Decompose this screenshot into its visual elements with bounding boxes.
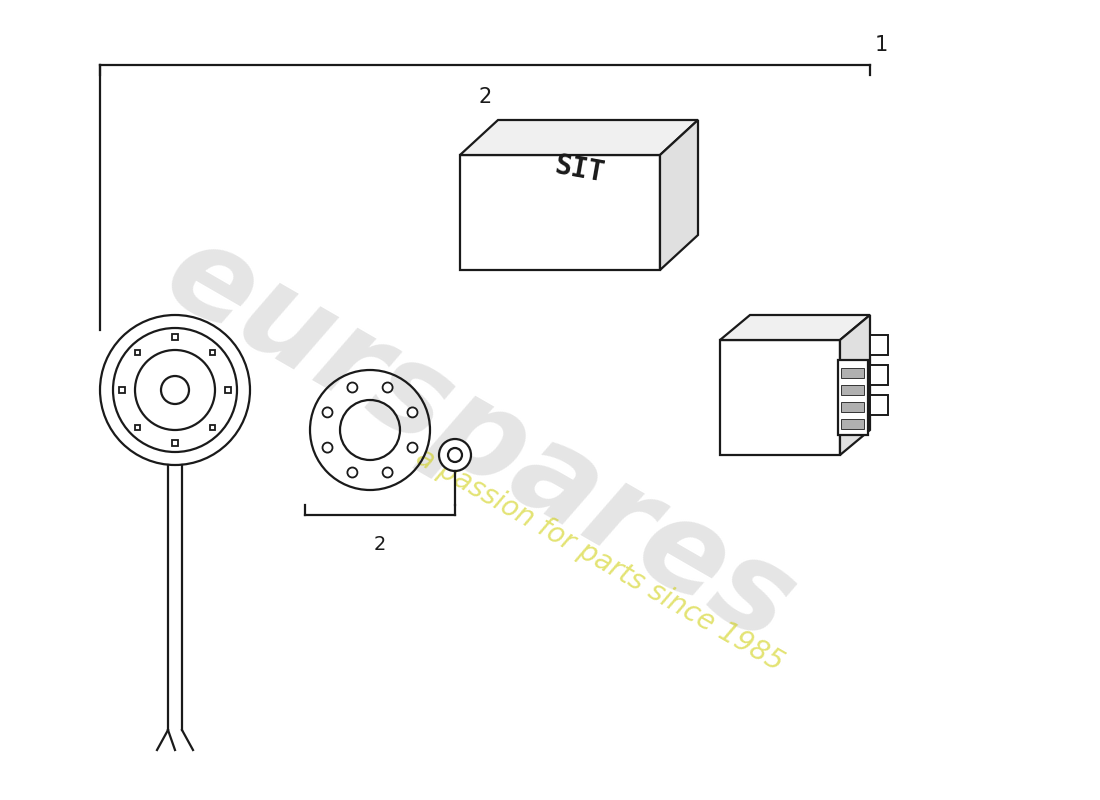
Circle shape <box>348 467 358 478</box>
Bar <box>870 365 888 385</box>
Text: eurspares: eurspares <box>145 211 815 669</box>
Bar <box>210 350 216 355</box>
Bar <box>210 425 216 430</box>
Bar <box>226 387 231 393</box>
Bar <box>842 419 864 429</box>
Bar <box>838 360 868 435</box>
Polygon shape <box>660 120 698 270</box>
Polygon shape <box>720 315 870 340</box>
Polygon shape <box>460 120 698 155</box>
Bar <box>842 368 864 378</box>
Text: 2: 2 <box>478 87 492 107</box>
Bar <box>135 350 141 355</box>
Bar <box>842 402 864 412</box>
Bar <box>842 385 864 395</box>
Polygon shape <box>720 340 840 455</box>
Bar <box>870 395 888 415</box>
Circle shape <box>439 439 471 471</box>
Circle shape <box>383 382 393 393</box>
Text: SIT: SIT <box>552 151 606 188</box>
Bar <box>173 440 178 446</box>
Text: a passion for parts since 1985: a passion for parts since 1985 <box>411 443 789 677</box>
Circle shape <box>322 407 332 418</box>
Text: 2: 2 <box>374 535 386 554</box>
Circle shape <box>407 407 418 418</box>
Bar <box>870 335 888 355</box>
Bar <box>135 425 141 430</box>
Circle shape <box>383 467 393 478</box>
Text: 1: 1 <box>874 35 889 55</box>
Bar <box>119 387 124 393</box>
Polygon shape <box>460 155 660 270</box>
Circle shape <box>322 442 332 453</box>
Polygon shape <box>840 315 870 455</box>
Circle shape <box>448 448 462 462</box>
Bar <box>173 334 178 340</box>
Circle shape <box>407 442 418 453</box>
Circle shape <box>348 382 358 393</box>
